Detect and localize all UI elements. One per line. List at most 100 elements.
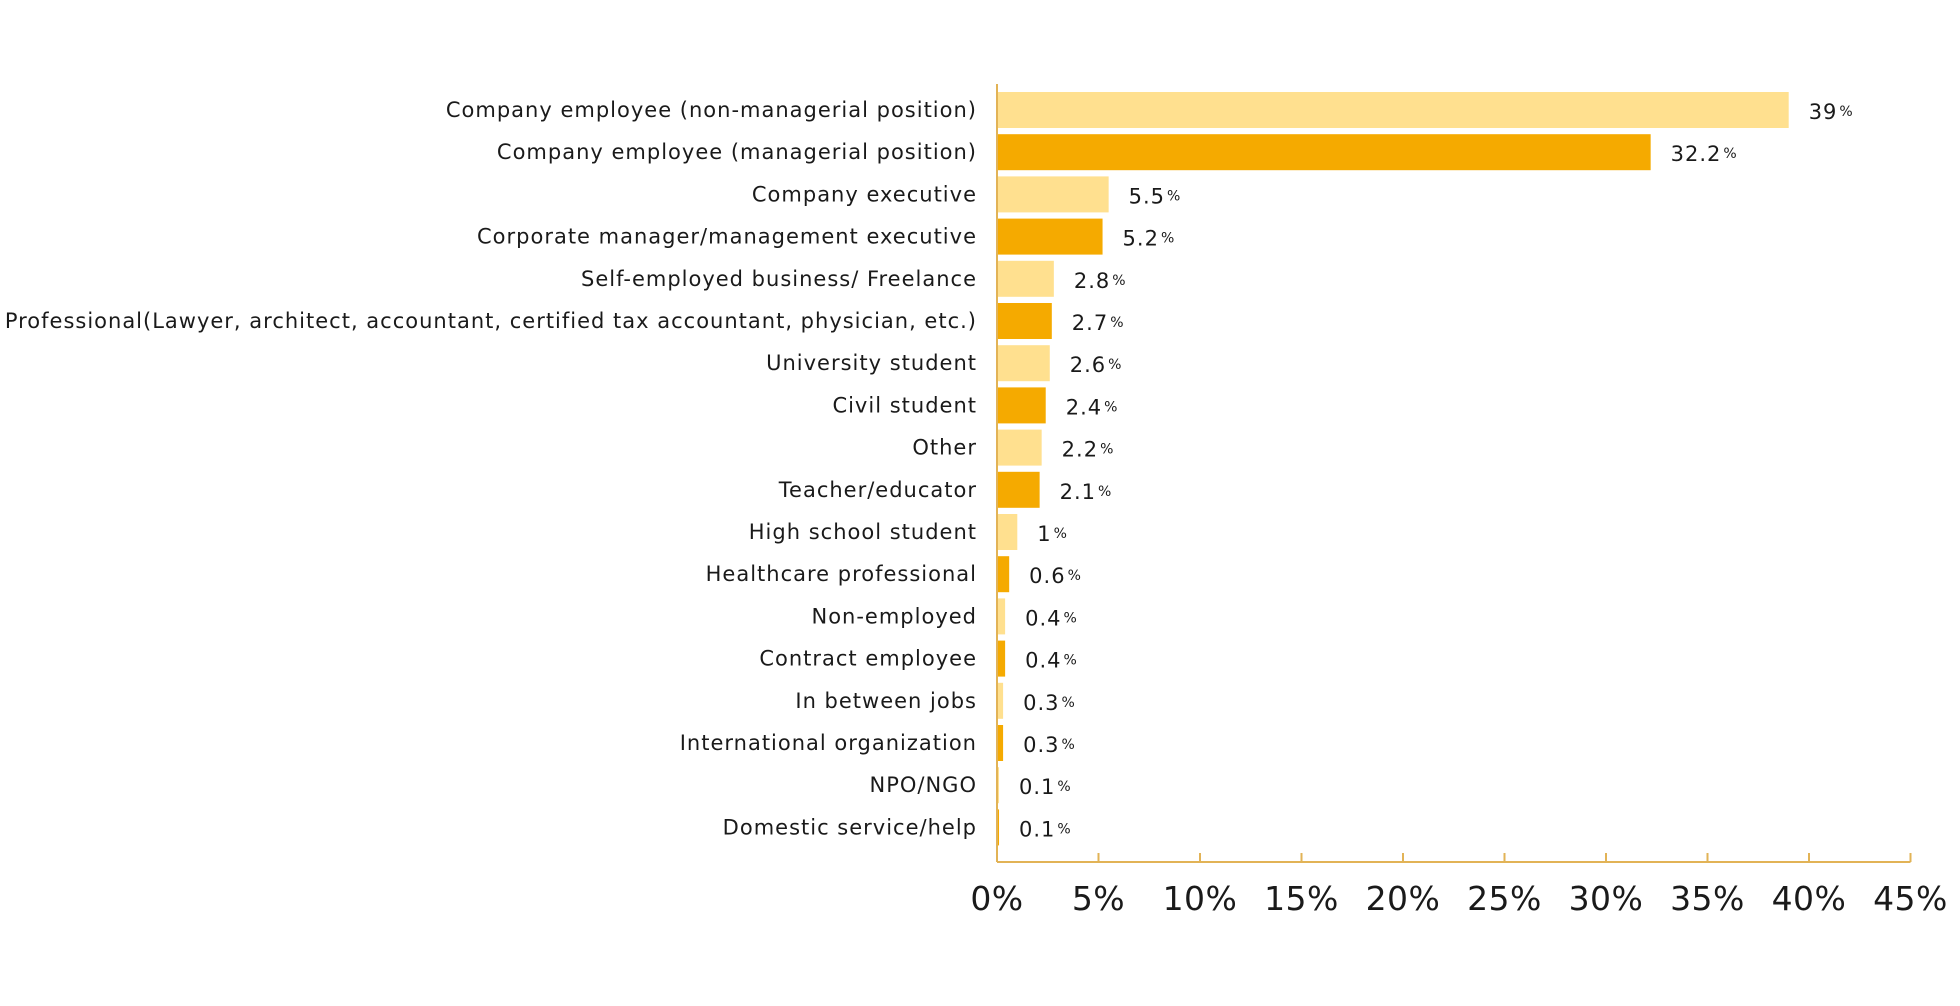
value-number: 39 [1809,100,1838,124]
category-label: Non-employed [811,604,977,628]
value-label: 5.2% [1123,227,1175,251]
value-number: 0.1 [1019,817,1055,841]
bar-15 [997,682,1004,719]
value-unit: % [1054,526,1067,542]
bar-16 [997,725,1004,761]
value-label: 2.8% [1074,269,1126,293]
value-number: 2.1 [1060,480,1096,504]
value-number: 0.3 [1023,733,1059,757]
value-number: 5.2 [1123,227,1159,251]
value-unit: % [1100,442,1113,458]
bar-11 [997,514,1018,550]
category-label: Company employee (managerial position) [497,140,977,164]
category-label: Contract employee [759,647,977,671]
value-label: 2.6% [1070,353,1122,377]
value-unit: % [1723,146,1736,162]
category-label: Professional(Lawyer, architect, accounta… [5,309,977,333]
bar-6 [997,303,1052,339]
x-tick-label: 25% [1467,879,1542,918]
x-axis [996,84,1912,863]
x-tick-label: 40% [1772,879,1847,918]
value-label: 0.1% [1019,817,1071,841]
value-unit: % [1057,821,1070,837]
value-labels: 39 %32.2 %5.5 %5.2 %2.8 %2.7 %2.6 %2.4 %2.2 %2.1%… [1019,100,1853,841]
value-label: 0.4% [1025,649,1077,673]
bar-17 [997,767,1000,804]
category-label: Corporate manager/management executive [477,225,977,249]
value-unit: % [1108,357,1121,373]
value-label: 0.3% [1023,691,1075,715]
value-number: 0.4 [1025,649,1061,673]
category-label: International organization [680,731,977,755]
value-unit: % [1112,273,1125,289]
value-unit: % [1110,315,1123,331]
x-tick-label: 10% [1163,879,1238,918]
bar-13 [997,598,1006,635]
bars-layer [997,92,1789,846]
value-label: 5.5% [1129,184,1181,208]
value-unit: % [1167,188,1180,204]
value-number: 0.1 [1019,775,1055,799]
category-label: In between jobs [795,689,977,713]
category-label: Civil student [832,393,977,417]
value-unit: % [1064,610,1077,626]
value-number: 5.5 [1129,184,1165,208]
x-tick-label: 35% [1670,879,1745,918]
value-unit: % [1068,568,1081,584]
value-number: 2.8 [1074,269,1110,293]
bar-18 [997,809,1000,846]
value-number: 1 [1037,522,1051,546]
x-tick-label: 30% [1569,879,1644,918]
category-label: Company employee (non-managerial positio… [446,98,977,122]
value-unit: % [1057,779,1070,795]
x-tick-label: 20% [1366,879,1441,918]
value-unit: % [1161,231,1174,247]
x-tick-label: 5% [1072,879,1125,918]
value-label: 1% [1037,522,1067,546]
value-label: 2.7% [1072,311,1124,335]
x-tick-label: 0% [970,879,1023,918]
bar-8 [997,387,1046,424]
value-unit: % [1064,653,1077,669]
value-number: 2.7 [1072,311,1108,335]
bar-9 [997,429,1042,466]
x-tick-labels: 0% 5% 10% 15% 20% 25% 30% 35% 40% 45% [970,879,1947,918]
value-label: 0.6% [1029,564,1081,588]
value-label: 2.2% [1062,438,1114,462]
category-label: University student [766,351,977,375]
value-number: 0.4 [1025,606,1061,630]
value-number: 2.2 [1062,438,1098,462]
value-label: 32.2% [1671,142,1737,166]
value-number: 32.2 [1671,142,1722,166]
bar-10 [997,471,1040,508]
x-tick-label: 15% [1264,879,1339,918]
value-number: 2.4 [1066,395,1102,419]
bar-14 [997,640,1006,677]
category-label: NPO/NGO [870,773,978,797]
category-labels: Company employee (non-managerial positio… [5,98,978,839]
value-unit: % [1061,737,1074,753]
bar-5 [997,260,1054,297]
value-unit: % [1839,104,1852,120]
value-label: 0.4% [1025,606,1077,630]
value-label: 2.1% [1060,480,1112,504]
value-label: 2.4% [1066,395,1118,419]
value-unit: % [1098,484,1111,500]
value-number: 2.6 [1070,353,1106,377]
category-label: Other [912,436,977,460]
value-label: 0.3% [1023,733,1075,757]
bar-4 [997,218,1103,255]
category-label: Domestic service/help [723,815,977,839]
category-label: High school student [749,520,977,544]
bar-3 [997,176,1109,213]
value-number: 0.6 [1029,564,1065,588]
value-unit: % [1104,399,1117,415]
value-label: 39% [1809,100,1853,124]
category-label: Healthcare professional [706,562,977,586]
category-label: Teacher/educator [778,478,977,502]
bar-1 [997,92,1789,128]
category-label: Company executive [752,182,977,206]
value-label: 0.1% [1019,775,1071,799]
